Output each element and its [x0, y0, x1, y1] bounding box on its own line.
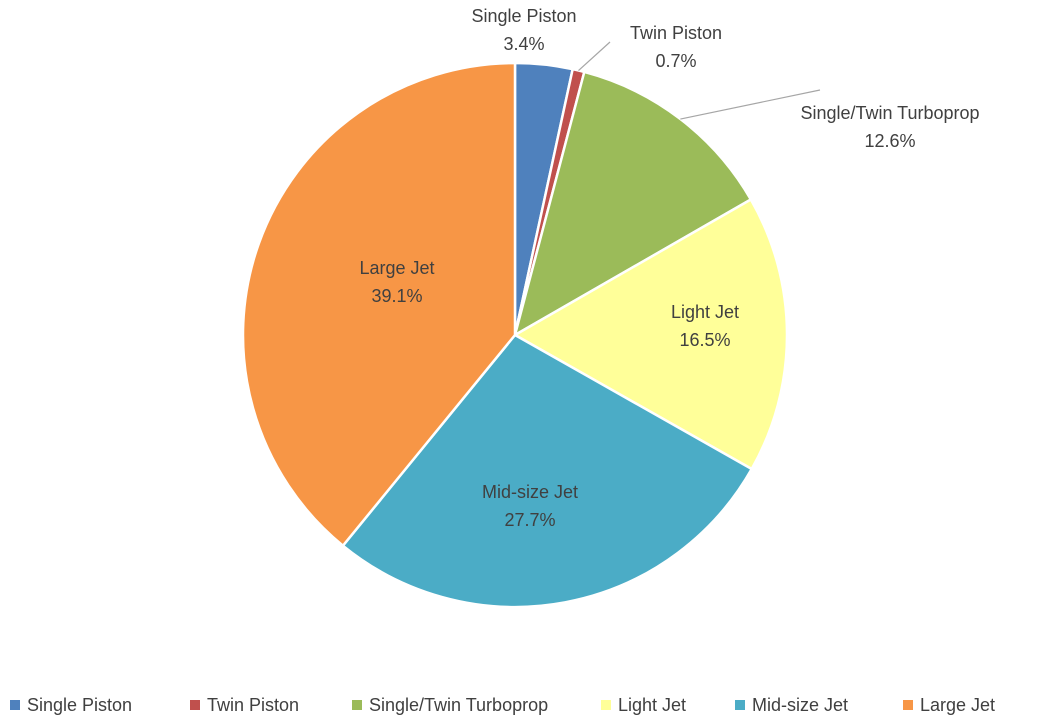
- pie-slice: [241, 61, 517, 548]
- slice-label: Twin Piston: [630, 23, 722, 43]
- legend-swatch: [190, 700, 200, 710]
- slice-label: Large Jet: [359, 258, 434, 278]
- slice-label: Single/Twin Turboprop: [800, 103, 979, 123]
- legend-label: Large Jet: [920, 695, 995, 715]
- legend-label: Light Jet: [618, 695, 686, 715]
- legend-swatch: [10, 700, 20, 710]
- slice-value: 0.7%: [655, 51, 696, 71]
- slice-label: Mid-size Jet: [482, 482, 578, 502]
- pie-slice: [512, 197, 789, 471]
- legend-label: Single Piston: [27, 695, 132, 715]
- pie-slice: [341, 333, 754, 609]
- slice-label: Light Jet: [671, 302, 739, 322]
- legend-swatch: [601, 700, 611, 710]
- legend-swatch: [903, 700, 913, 710]
- slice-value: 12.6%: [864, 131, 915, 151]
- legend-swatch: [352, 700, 362, 710]
- legend-label: Twin Piston: [207, 695, 299, 715]
- slice-value: 16.5%: [679, 330, 730, 350]
- legend-label: Single/Twin Turboprop: [369, 695, 548, 715]
- leader-line: [680, 89, 821, 120]
- slice-value: 27.7%: [504, 510, 555, 530]
- slice-value: 3.4%: [503, 34, 544, 54]
- legend-label: Mid-size Jet: [752, 695, 848, 715]
- slice-value: 39.1%: [371, 286, 422, 306]
- leader-line: [578, 41, 611, 71]
- slice-label: Single Piston: [471, 6, 576, 26]
- legend-swatch: [735, 700, 745, 710]
